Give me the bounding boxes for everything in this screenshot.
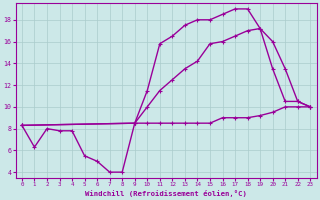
X-axis label: Windchill (Refroidissement éolien,°C): Windchill (Refroidissement éolien,°C) xyxy=(85,190,247,197)
